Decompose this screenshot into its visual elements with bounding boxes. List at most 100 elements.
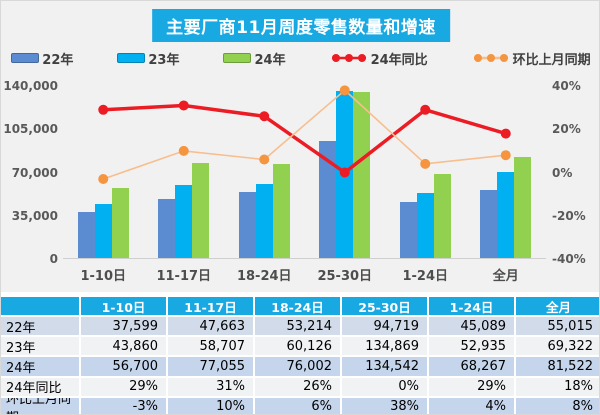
table-header-cell-6: 全月 xyxy=(516,297,599,316)
x-axis-labels: 1-10日 11-17日 18-24日 25-30日 1-24日 全月 xyxy=(63,265,546,284)
x-label-0: 1-10日 xyxy=(80,269,127,284)
table-cell-3-1: 31% xyxy=(168,377,253,396)
bar-swatch-green-icon xyxy=(223,53,252,63)
table-row-label-1: 23年 xyxy=(1,337,79,356)
legend-item-4: 环比上月同期 xyxy=(472,49,591,68)
line-series-overlay xyxy=(98,85,511,184)
right-axis-tick: 20% xyxy=(552,122,581,137)
table-header-cell-0 xyxy=(1,297,79,316)
table-cell-2-2: 76,002 xyxy=(255,357,340,376)
marker-环比上月同期-1-10日 xyxy=(98,173,109,184)
marker-环比上月同期-1-24日 xyxy=(420,158,431,169)
bar-23年-全月 xyxy=(497,172,515,258)
table-cell-0-0: 37,599 xyxy=(81,317,166,336)
marker-环比上月同期-11-17日 xyxy=(178,145,189,156)
marker-24年同比-1-24日 xyxy=(420,104,431,115)
table-cell-3-2: 26% xyxy=(255,377,340,396)
bar-plot-area xyxy=(63,86,546,259)
table-cell-3-0: 29% xyxy=(81,377,166,396)
x-label-5: 全月 xyxy=(492,269,519,284)
table-cell-4-2: 6% xyxy=(255,397,340,414)
bar-24年-18-24日 xyxy=(272,164,290,258)
bar-24年-11-17日 xyxy=(192,163,210,258)
table-cell-4-0: -3% xyxy=(81,397,166,414)
legend-item-1: 23年 xyxy=(117,49,179,68)
bar-23年-1-10日 xyxy=(94,204,112,258)
left-axis-tick: 140,000 xyxy=(3,79,58,93)
bar-24年-1-10日 xyxy=(111,188,129,258)
left-axis-tick: 0 xyxy=(49,252,58,266)
bar-24年-全月 xyxy=(514,157,532,258)
bar-group-0 xyxy=(63,86,144,258)
table-header-cell-1: 1-10日 xyxy=(81,297,166,316)
table-row-label-4: 环比上月同期 xyxy=(1,397,79,414)
bar-22年-18-24日 xyxy=(238,192,256,258)
left-axis-tick: 35,000 xyxy=(11,208,58,223)
bar-24年-1-24日 xyxy=(433,174,451,258)
marker-24年同比-25-30日 xyxy=(339,167,350,178)
table-cell-4-3: 38% xyxy=(342,397,427,414)
table-cell-0-1: 47,663 xyxy=(168,317,253,336)
marker-24年同比-全月 xyxy=(500,128,511,139)
chart-section: 主要厂商11月周度零售数量和增速 22年 23年 24年 24年同比 环比上月同期 14… xyxy=(1,1,599,292)
legend-label: 24年 xyxy=(254,52,286,68)
line-24年同比 xyxy=(103,103,507,175)
bar-group-1 xyxy=(144,86,225,258)
bar-group-2 xyxy=(224,86,305,258)
legend-label: 23年 xyxy=(148,52,180,68)
data-table: 1-10日 11-17日 18-24日 25-30日 1-24日 全月 22年 37,599 4… xyxy=(1,297,599,414)
table-cell-0-4: 45,089 xyxy=(429,317,514,336)
bar-22年-25-30日 xyxy=(319,141,337,258)
bar-swatch-cyan-icon xyxy=(117,53,146,63)
marker-环比上月同期-18-24日 xyxy=(259,154,270,165)
left-axis-tick: 105,000 xyxy=(3,122,58,137)
bar-swatch-blue-icon xyxy=(11,53,40,63)
right-axis-tick: -40% xyxy=(552,252,586,266)
bar-group-4 xyxy=(385,86,466,258)
bar-22年-1-10日 xyxy=(77,212,95,258)
right-axis-tick: 0% xyxy=(552,165,573,180)
bar-22年-11-17日 xyxy=(158,199,176,258)
table-header-cell-2: 11-17日 xyxy=(168,297,253,316)
legend-item-3: 24年同比 xyxy=(330,49,428,68)
bar-22年-1-24日 xyxy=(399,202,417,258)
table-cell-3-5: 18% xyxy=(516,377,599,396)
table-cell-0-3: 94,719 xyxy=(342,317,427,336)
legend-item-0: 22年 xyxy=(11,49,73,68)
table-cell-2-4: 68,267 xyxy=(429,357,514,376)
table-cell-1-5: 69,322 xyxy=(516,337,599,356)
table-cell-2-3: 134,542 xyxy=(342,357,427,376)
chart-title: 主要厂商11月周度零售数量和增速 xyxy=(152,9,450,42)
legend-label: 22年 xyxy=(42,52,74,68)
bar-23年-18-24日 xyxy=(255,184,273,258)
table-cell-1-0: 43,860 xyxy=(81,337,166,356)
table-cell-4-5: 8% xyxy=(516,397,599,414)
marker-24年同比-11-17日 xyxy=(178,100,189,111)
bar-group-5 xyxy=(466,86,547,258)
table-header-cell-5: 1-24日 xyxy=(429,297,514,316)
marker-环比上月同期-全月 xyxy=(500,150,511,161)
chart-legend: 22年 23年 24年 24年同比 环比上月同期 xyxy=(1,49,599,68)
table-row-label-2: 24年 xyxy=(1,357,79,376)
table-cell-4-4: 4% xyxy=(429,397,514,414)
line-dots-orange-icon xyxy=(473,54,508,62)
table-cell-1-3: 134,869 xyxy=(342,337,427,356)
line-dots-red-icon xyxy=(331,54,366,62)
table-header-cell-4: 25-30日 xyxy=(342,297,427,316)
table-cell-2-5: 81,522 xyxy=(516,357,599,376)
right-axis-tick: 40% xyxy=(552,79,581,93)
x-label-3: 25-30日 xyxy=(317,269,373,284)
table-row-label-3: 24年同比 xyxy=(1,377,79,396)
table-cell-0-2: 53,214 xyxy=(255,317,340,336)
x-label-4: 1-24日 xyxy=(402,269,449,284)
bar-23年-11-17日 xyxy=(175,185,193,258)
legend-label: 环比上月同期 xyxy=(512,52,591,68)
table-row-label-0: 22年 xyxy=(1,317,79,336)
table-header-cell-3: 18-24日 xyxy=(255,297,340,316)
bar-22年-全月 xyxy=(480,190,498,258)
table-cell-3-4: 29% xyxy=(429,377,514,396)
left-axis-tick: 70,000 xyxy=(11,165,58,180)
table-cell-2-1: 77,055 xyxy=(168,357,253,376)
bar-23年-1-24日 xyxy=(416,193,434,258)
bar-24年-25-30日 xyxy=(353,92,371,258)
